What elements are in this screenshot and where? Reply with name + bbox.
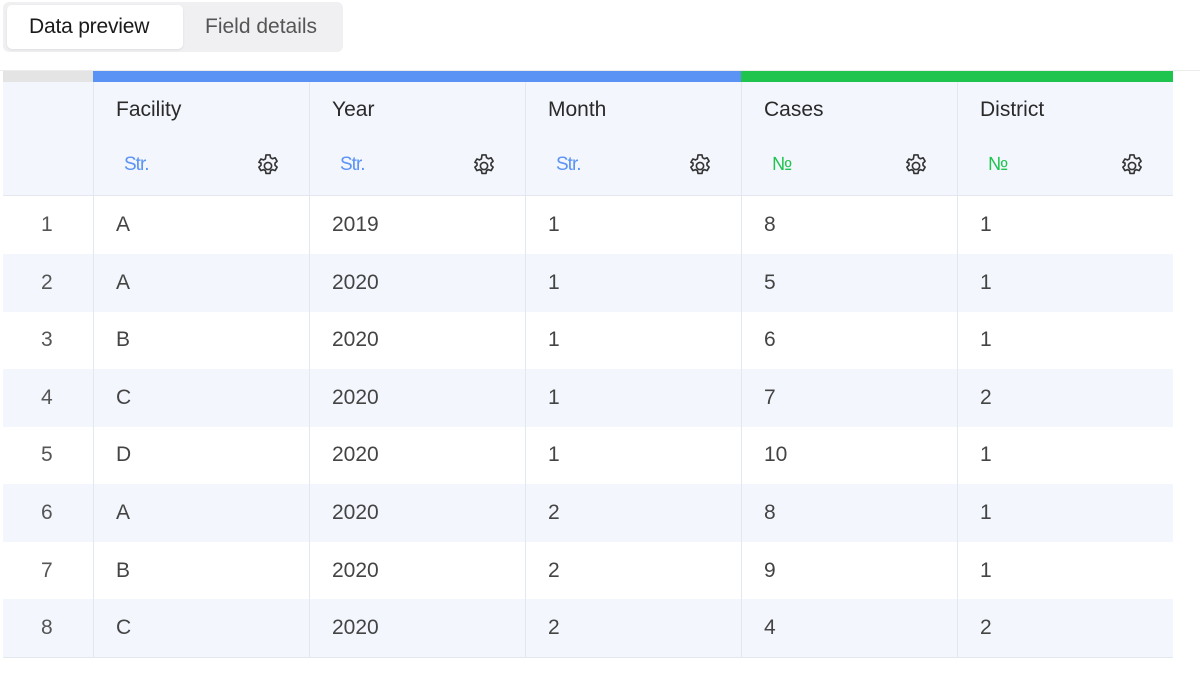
table-cell-year: 2020 [309, 484, 525, 542]
row-index: 2 [41, 270, 53, 294]
number-type-badge: № [772, 154, 792, 175]
divider [0, 70, 1200, 71]
table-cell-facility: C [93, 599, 309, 658]
row-index: 3 [41, 328, 53, 352]
column-header-cases[interactable]: Cases № [741, 82, 957, 195]
table-header: Facility Str. Year Str. Month Str. Cases… [3, 82, 1173, 196]
table-cell-month: 2 [525, 599, 741, 658]
table-cell-facility: C [93, 368, 309, 427]
table-cell-facility: B [93, 541, 309, 600]
gear-icon[interactable] [254, 152, 282, 180]
column-header-facility[interactable]: Facility Str. [93, 82, 309, 195]
table-cell-facility: B [93, 311, 309, 370]
table-cell-month: 2 [525, 484, 741, 542]
number-type-badge: № [988, 154, 1008, 175]
table-cell-cases: 6 [741, 311, 957, 370]
index-header-cell [3, 82, 93, 195]
table-cell-cases: 9 [741, 541, 957, 600]
string-type-badge: Str. [340, 154, 365, 175]
table-row[interactable]: 4 C 2020 1 7 2 [3, 368, 1173, 427]
column-title: Facility [116, 98, 182, 121]
table-cell-district: 2 [957, 368, 1173, 427]
table-cell-month: 1 [525, 311, 741, 370]
view-tabs: Data preview Field details [3, 2, 343, 52]
table-cell-year: 2020 [309, 253, 525, 312]
gear-icon[interactable] [470, 152, 498, 180]
table-cell-year: 2020 [309, 599, 525, 658]
table-cell-district: 1 [957, 253, 1173, 312]
column-title: Cases [764, 98, 824, 121]
table-cell-cases: 4 [741, 599, 957, 658]
column-title: District [980, 98, 1045, 121]
row-index: 4 [41, 385, 53, 409]
table-cell-month: 2 [525, 541, 741, 600]
gear-icon[interactable] [686, 152, 714, 180]
gear-icon[interactable] [1118, 152, 1146, 180]
string-type-bar [93, 71, 741, 82]
table-cell-district: 1 [957, 426, 1173, 485]
table-row[interactable]: 7 B 2020 2 9 1 [3, 541, 1173, 600]
table-cell-district: 1 [957, 196, 1173, 254]
table-cell-cases: 8 [741, 196, 957, 254]
table-row[interactable]: 1 A 2019 1 8 1 [3, 196, 1173, 254]
table-cell-month: 1 [525, 426, 741, 485]
column-title: Year [332, 98, 375, 121]
table-cell-year: 2020 [309, 426, 525, 485]
table-cell-month: 1 [525, 196, 741, 254]
table-cell-facility: A [93, 253, 309, 312]
row-index: 5 [41, 443, 53, 467]
tab-field-details[interactable]: Field details [205, 15, 318, 38]
divider [3, 657, 1173, 658]
table-cell-cases: 5 [741, 253, 957, 312]
table-row[interactable]: 2 A 2020 1 5 1 [3, 253, 1173, 312]
row-index: 7 [41, 558, 53, 582]
table-cell-cases: 8 [741, 484, 957, 542]
table-row[interactable]: 8 C 2020 2 4 2 [3, 599, 1173, 658]
gear-icon[interactable] [902, 152, 930, 180]
column-title: Month [548, 98, 607, 121]
table-cell-month: 1 [525, 253, 741, 312]
table-cell-month: 1 [525, 368, 741, 427]
table-cell-district: 1 [957, 484, 1173, 542]
row-index: 6 [41, 501, 53, 524]
table-cell-year: 2020 [309, 311, 525, 370]
table-cell-facility: D [93, 426, 309, 485]
table-cell-year: 2020 [309, 541, 525, 600]
string-type-badge: Str. [556, 154, 581, 175]
table-row[interactable]: 6 A 2020 2 8 1 [3, 484, 1173, 542]
table-cell-cases: 7 [741, 368, 957, 427]
row-index: 8 [41, 616, 53, 640]
column-header-district[interactable]: District № [957, 82, 1173, 195]
table-row[interactable]: 3 B 2020 1 6 1 [3, 311, 1173, 370]
table-cell-facility: A [93, 196, 309, 254]
index-type-bar [3, 71, 93, 82]
table-cell-cases: 10 [741, 426, 957, 485]
row-index: 1 [41, 213, 53, 236]
column-header-year[interactable]: Year Str. [309, 82, 525, 195]
tab-data-preview[interactable]: Data preview [7, 5, 183, 49]
table-cell-facility: A [93, 484, 309, 542]
string-type-badge: Str. [124, 154, 149, 175]
table-cell-district: 2 [957, 599, 1173, 658]
table-cell-year: 2020 [309, 368, 525, 427]
table-cell-year: 2019 [309, 196, 525, 254]
table-cell-district: 1 [957, 541, 1173, 600]
table-row[interactable]: 5 D 2020 1 10 1 [3, 426, 1173, 485]
number-type-bar [741, 71, 1173, 82]
table-cell-district: 1 [957, 311, 1173, 370]
column-header-month[interactable]: Month Str. [525, 82, 741, 195]
